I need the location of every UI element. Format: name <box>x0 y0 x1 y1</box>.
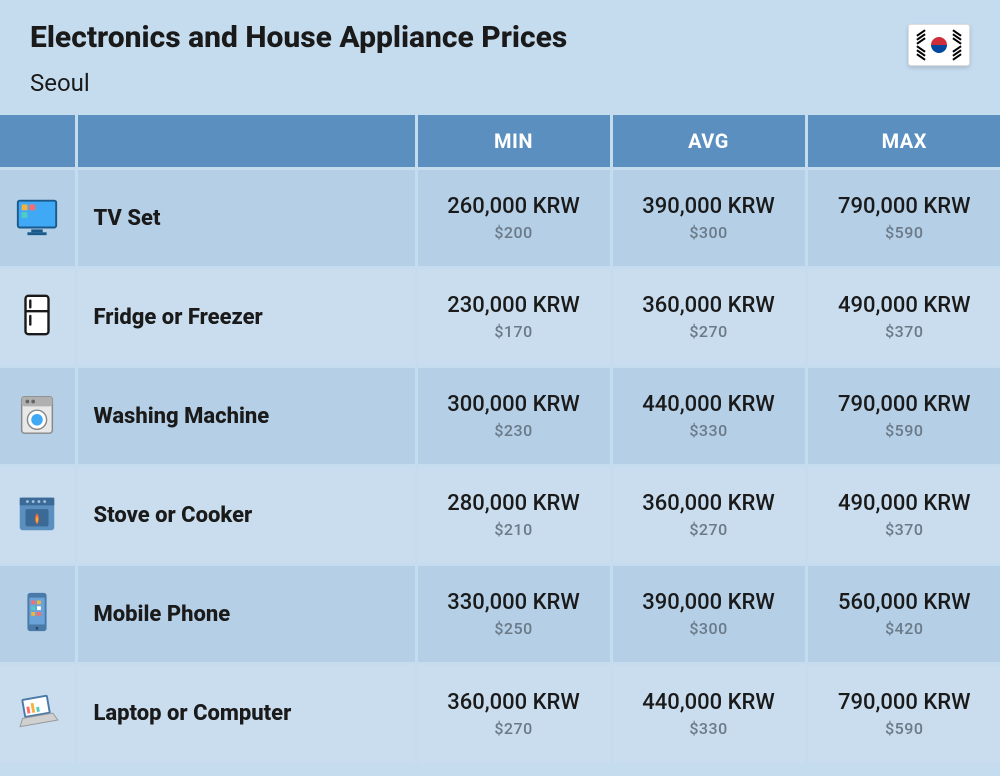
price-avg-usd: $270 <box>623 520 795 539</box>
laptop-icon <box>14 689 60 735</box>
price-min-usd: $230 <box>428 421 600 440</box>
price-min-cell: 280,000 KRW $210 <box>416 466 611 565</box>
price-avg-krw: 390,000 KRW <box>623 194 795 219</box>
price-min-cell: 300,000 KRW $230 <box>416 367 611 466</box>
price-max-krw: 790,000 KRW <box>818 690 992 715</box>
price-max-krw: 490,000 KRW <box>818 491 992 516</box>
fridge-icon <box>14 292 60 338</box>
price-min-krw: 330,000 KRW <box>428 590 600 615</box>
price-max-cell: 560,000 KRW $420 <box>806 565 1000 664</box>
price-max-cell: 790,000 KRW $590 <box>806 169 1000 268</box>
price-max-cell: 790,000 KRW $590 <box>806 367 1000 466</box>
price-table: MIN AVG MAX TV Set 260,000 KRW $200 390,000… <box>0 115 1000 763</box>
item-name-cell: TV Set <box>76 169 416 268</box>
price-min-usd: $270 <box>428 719 600 738</box>
col-header-avg: AVG <box>611 115 806 169</box>
col-header-name <box>76 115 416 169</box>
table-row: TV Set 260,000 KRW $200 390,000 KRW $300 790,… <box>0 169 1000 268</box>
item-name: TV Set <box>88 206 405 231</box>
flag-icon <box>908 24 970 66</box>
price-avg-cell: 440,000 KRW $330 <box>611 664 806 763</box>
price-min-cell: 360,000 KRW $270 <box>416 664 611 763</box>
item-name-cell: Mobile Phone <box>76 565 416 664</box>
tv-icon <box>14 193 60 239</box>
price-min-usd: $210 <box>428 520 600 539</box>
item-name-cell: Fridge or Freezer <box>76 268 416 367</box>
item-icon-cell <box>0 169 76 268</box>
city-subtitle: Seoul <box>30 69 567 97</box>
price-avg-krw: 440,000 KRW <box>623 690 795 715</box>
price-min-usd: $250 <box>428 619 600 638</box>
price-max-krw: 490,000 KRW <box>818 293 992 318</box>
price-avg-krw: 390,000 KRW <box>623 590 795 615</box>
item-name: Stove or Cooker <box>88 503 405 528</box>
price-min-cell: 260,000 KRW $200 <box>416 169 611 268</box>
price-min-usd: $170 <box>428 322 600 341</box>
price-avg-usd: $300 <box>623 619 795 638</box>
price-avg-usd: $300 <box>623 223 795 242</box>
price-max-cell: 490,000 KRW $370 <box>806 268 1000 367</box>
price-max-krw: 560,000 KRW <box>818 590 992 615</box>
table-row: Fridge or Freezer 230,000 KRW $170 360,000 … <box>0 268 1000 367</box>
price-avg-krw: 360,000 KRW <box>623 293 795 318</box>
stove-icon <box>14 490 60 536</box>
price-max-usd: $370 <box>818 322 992 341</box>
price-max-usd: $420 <box>818 619 992 638</box>
price-avg-usd: $330 <box>623 421 795 440</box>
price-min-cell: 230,000 KRW $170 <box>416 268 611 367</box>
price-max-usd: $590 <box>818 719 992 738</box>
price-max-krw: 790,000 KRW <box>818 392 992 417</box>
item-icon-cell <box>0 466 76 565</box>
price-avg-krw: 440,000 KRW <box>623 392 795 417</box>
col-header-max: MAX <box>806 115 1000 169</box>
item-icon-cell <box>0 565 76 664</box>
washer-icon <box>14 391 60 437</box>
price-max-usd: $370 <box>818 520 992 539</box>
table-row: Mobile Phone 330,000 KRW $250 390,000 KRW $3… <box>0 565 1000 664</box>
price-min-usd: $200 <box>428 223 600 242</box>
price-avg-usd: $270 <box>623 322 795 341</box>
price-avg-krw: 360,000 KRW <box>623 491 795 516</box>
price-min-krw: 260,000 KRW <box>428 194 600 219</box>
price-min-cell: 330,000 KRW $250 <box>416 565 611 664</box>
table-row: Stove or Cooker 280,000 KRW $210 360,000 KR… <box>0 466 1000 565</box>
col-header-icon <box>0 115 76 169</box>
item-name-cell: Washing Machine <box>76 367 416 466</box>
item-name-cell: Stove or Cooker <box>76 466 416 565</box>
phone-icon <box>14 589 60 635</box>
price-avg-usd: $330 <box>623 719 795 738</box>
item-icon-cell <box>0 367 76 466</box>
price-max-usd: $590 <box>818 421 992 440</box>
item-name: Washing Machine <box>88 404 405 429</box>
price-max-cell: 490,000 KRW $370 <box>806 466 1000 565</box>
price-min-krw: 360,000 KRW <box>428 690 600 715</box>
col-header-min: MIN <box>416 115 611 169</box>
price-max-krw: 790,000 KRW <box>818 194 992 219</box>
item-name: Fridge or Freezer <box>88 305 405 330</box>
price-avg-cell: 390,000 KRW $300 <box>611 169 806 268</box>
item-icon-cell <box>0 268 76 367</box>
item-name: Mobile Phone <box>88 602 405 627</box>
price-avg-cell: 360,000 KRW $270 <box>611 466 806 565</box>
item-icon-cell <box>0 664 76 763</box>
table-row: Washing Machine 300,000 KRW $230 440,000 KR… <box>0 367 1000 466</box>
price-min-krw: 230,000 KRW <box>428 293 600 318</box>
price-max-usd: $590 <box>818 223 992 242</box>
page-title: Electronics and House Appliance Prices <box>30 20 567 55</box>
price-max-cell: 790,000 KRW $590 <box>806 664 1000 763</box>
price-min-krw: 300,000 KRW <box>428 392 600 417</box>
table-header-row: MIN AVG MAX <box>0 115 1000 169</box>
price-avg-cell: 360,000 KRW $270 <box>611 268 806 367</box>
price-avg-cell: 440,000 KRW $330 <box>611 367 806 466</box>
price-avg-cell: 390,000 KRW $300 <box>611 565 806 664</box>
item-name-cell: Laptop or Computer <box>76 664 416 763</box>
table-row: Laptop or Computer 360,000 KRW $270 440,000… <box>0 664 1000 763</box>
item-name: Laptop or Computer <box>88 701 405 726</box>
price-min-krw: 280,000 KRW <box>428 491 600 516</box>
